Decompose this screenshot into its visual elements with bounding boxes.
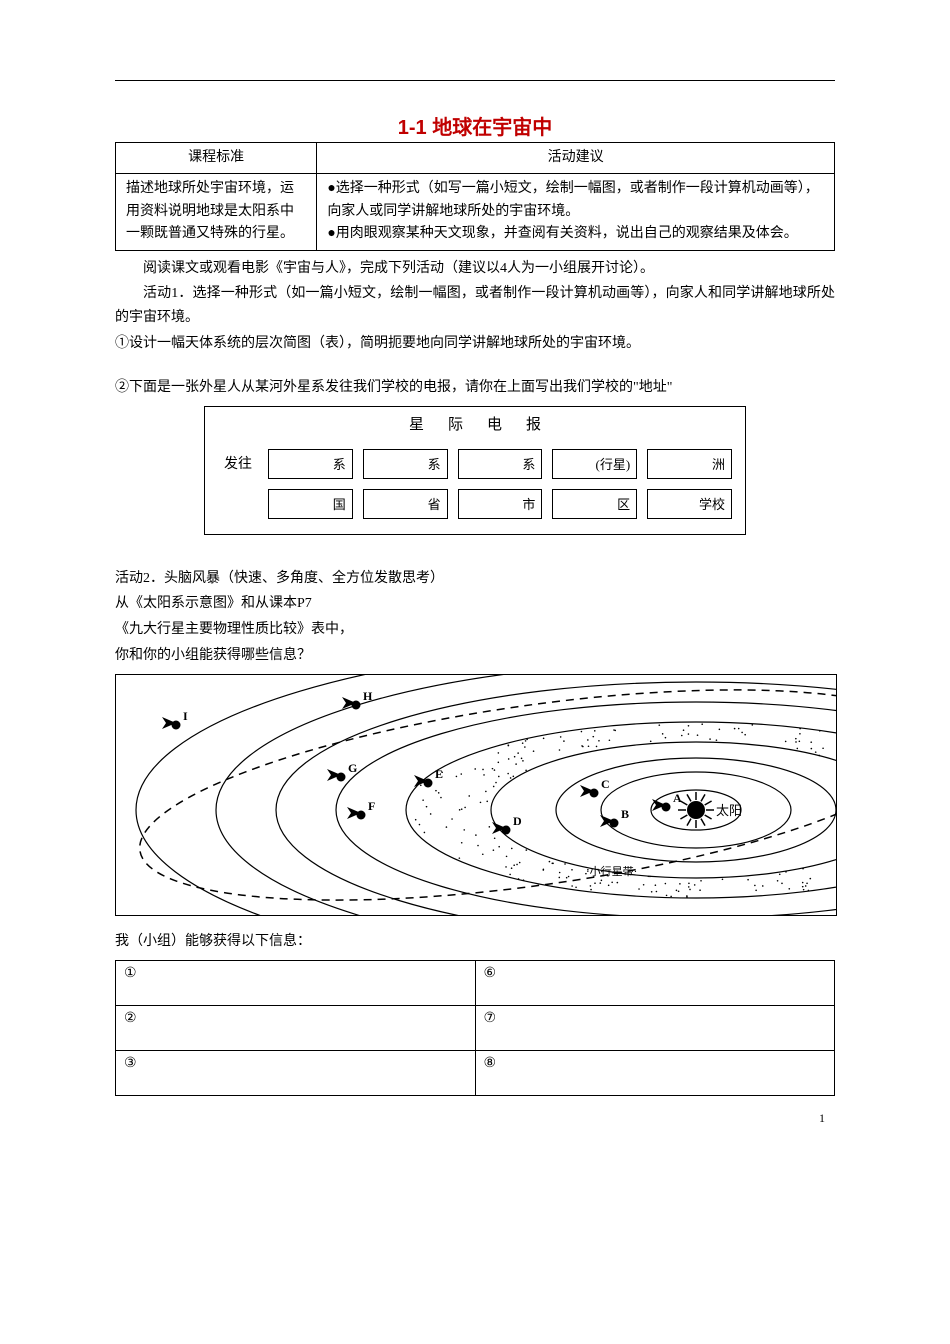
svg-text:G: G bbox=[348, 761, 357, 775]
tg-cell[interactable]: 国 bbox=[268, 489, 353, 519]
tg-cell[interactable]: 系 bbox=[268, 449, 353, 479]
info-cell[interactable]: ⑦ bbox=[475, 1005, 835, 1050]
svg-text:E: E bbox=[435, 767, 443, 781]
activity2-l4: 你和你的小组能获得哪些信息？ bbox=[115, 644, 835, 668]
activity2-l1: 活动2．头脑风暴（快速、多角度、全方位发散思考） bbox=[115, 567, 835, 591]
info-cell[interactable]: ⑥ bbox=[475, 960, 835, 1005]
info-table: ① ⑥ ② ⑦ ③ ⑧ bbox=[115, 960, 835, 1096]
tg-cell[interactable]: 洲 bbox=[647, 449, 732, 479]
solar-svg: 太阳 ·小行星带· A B C D E F G H I bbox=[116, 675, 836, 915]
suggestion-line-2: ●用肉眼观察某种天文现象，并查阅有关资料，说出自己的观察结果及体会。 bbox=[327, 223, 824, 245]
suggestion-line-1: ●选择一种形式（如写一篇小短文，绘制一幅图，或者制作一段计算机动画等），向家人或… bbox=[327, 178, 824, 223]
info-cell[interactable]: ③ bbox=[116, 1050, 476, 1095]
td-standard: 描述地球所处宇宙环境，运用资料说明地球是太阳系中一颗既普通又特殊的行星。 bbox=[116, 174, 317, 250]
info-cell[interactable]: ② bbox=[116, 1005, 476, 1050]
td-suggestion: ●选择一种形式（如写一篇小短文，绘制一幅图，或者制作一段计算机动画等），向家人或… bbox=[317, 174, 835, 250]
solar-system-diagram: 太阳 ·小行星带· A B C D E F G H I bbox=[115, 674, 837, 916]
info-header: 我（小组）能够获得以下信息： bbox=[115, 930, 835, 954]
para-sub2: ②下面是一张外星人从某河外星系发往我们学校的电报，请你在上面写出我们学校的"地址… bbox=[115, 376, 835, 400]
document-page: 1-1 地球在宇宙中 课程标准 活动建议 描述地球所处宇宙环境，运用资料说明地球… bbox=[75, 0, 875, 1136]
tg-cell[interactable]: (行星) bbox=[552, 449, 637, 479]
svg-text:太阳: 太阳 bbox=[716, 803, 742, 818]
svg-text:F: F bbox=[368, 799, 375, 813]
standards-table: 课程标准 活动建议 描述地球所处宇宙环境，运用资料说明地球是太阳系中一颗既普通又… bbox=[115, 142, 835, 251]
para-sub1: ①设计一幅天体系统的层次简图（表），简明扼要地向同学讲解地球所处的宇宙环境。 bbox=[115, 332, 835, 356]
svg-text:·小行星带·: ·小行星带· bbox=[586, 865, 637, 878]
para-activity1: 活动1．选择一种形式（如一篇小短文，绘制一幅图，或者制作一段计算机动画等），向家… bbox=[115, 282, 835, 330]
th-suggestion: 活动建议 bbox=[317, 143, 835, 174]
tg-cell[interactable]: 区 bbox=[552, 489, 637, 519]
telegram-container: 星际电报 发往 系 系 系 (行星) 洲 国 省 市 区 学校 bbox=[115, 406, 835, 535]
svg-text:H: H bbox=[363, 689, 373, 703]
para-intro: 阅读课文或观看电影《宇宙与人》，完成下列活动（建议以4人为一小组展开讨论）。 bbox=[115, 257, 835, 281]
telegram-grid: 发往 系 系 系 (行星) 洲 国 省 市 区 学校 bbox=[205, 440, 745, 534]
telegram-blank-label bbox=[213, 489, 263, 517]
tg-cell[interactable]: 系 bbox=[458, 449, 543, 479]
svg-text:B: B bbox=[621, 807, 629, 821]
info-cell[interactable]: ⑧ bbox=[475, 1050, 835, 1095]
th-standard: 课程标准 bbox=[116, 143, 317, 174]
svg-text:C: C bbox=[601, 777, 610, 791]
tg-cell[interactable]: 市 bbox=[458, 489, 543, 519]
page-number: 1 bbox=[819, 1111, 825, 1126]
top-rule bbox=[115, 80, 835, 81]
svg-text:A: A bbox=[673, 791, 682, 805]
telegram-title: 星际电报 bbox=[205, 407, 745, 440]
telegram-send-label: 发往 bbox=[213, 449, 263, 477]
svg-text:D: D bbox=[513, 814, 522, 828]
tg-cell[interactable]: 系 bbox=[363, 449, 448, 479]
activity2-l2: 从《太阳系示意图》和从课本P7 bbox=[115, 592, 835, 616]
info-cell[interactable]: ① bbox=[116, 960, 476, 1005]
tg-cell[interactable]: 省 bbox=[363, 489, 448, 519]
telegram-box: 星际电报 发往 系 系 系 (行星) 洲 国 省 市 区 学校 bbox=[204, 406, 746, 535]
page-title: 1-1 地球在宇宙中 bbox=[115, 111, 835, 140]
svg-text:I: I bbox=[183, 709, 188, 723]
tg-cell[interactable]: 学校 bbox=[647, 489, 732, 519]
activity2-l3: 《九大行星主要物理性质比较》表中， bbox=[115, 618, 835, 642]
